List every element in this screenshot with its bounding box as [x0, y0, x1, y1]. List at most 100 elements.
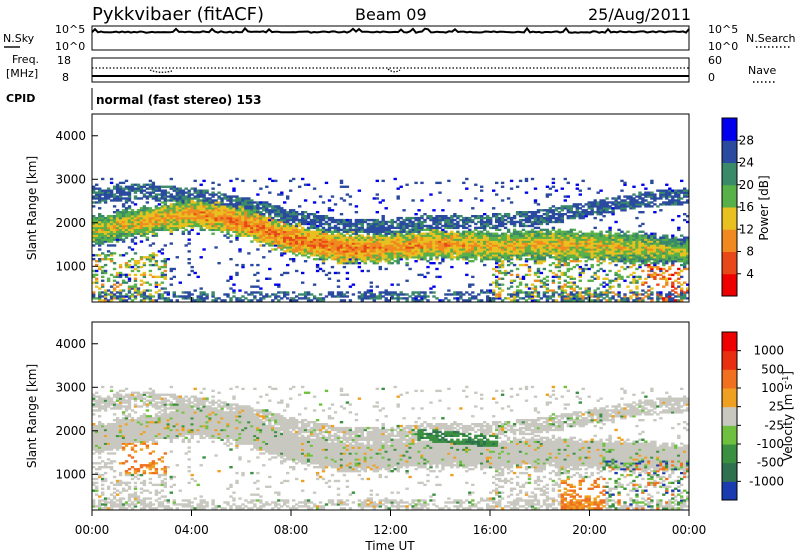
power-cell: [101, 230, 105, 233]
power-cell: [336, 250, 341, 253]
power-cell: [295, 244, 299, 247]
power-cell: [133, 191, 138, 194]
power-cell: [175, 222, 179, 226]
power-cell: [109, 195, 114, 198]
power-cell: [336, 295, 341, 298]
power-cell: [506, 293, 511, 296]
power-cell: [506, 287, 511, 290]
power-cell: [202, 222, 206, 226]
power-cell: [369, 289, 373, 292]
power-cell: [175, 215, 179, 218]
power-cell: [101, 236, 105, 239]
power-cell: [551, 271, 556, 275]
power-cell: [596, 207, 600, 210]
power-cell: [112, 226, 117, 230]
power-cell: [217, 183, 221, 186]
power-cell: [518, 289, 523, 292]
power-cell: [115, 216, 120, 220]
power-cell: [95, 240, 99, 243]
power-cell: [181, 199, 185, 202]
power-cell: [345, 222, 350, 226]
power-cell: [160, 295, 165, 298]
power-cell: [327, 230, 332, 233]
power-cell: [151, 183, 156, 186]
power-cell: [292, 230, 296, 233]
power-cell: [348, 224, 353, 228]
power-cell: [426, 250, 430, 253]
power-cell: [518, 254, 523, 257]
power-cell: [608, 230, 612, 233]
power-cell: [545, 246, 550, 249]
power-cell: [115, 226, 120, 230]
power-cell: [280, 291, 284, 294]
power-cell: [268, 224, 272, 228]
power-cell: [539, 254, 544, 257]
power-cell: [193, 222, 197, 226]
power-cell: [596, 275, 600, 279]
power-cell: [602, 277, 606, 280]
power-cell: [533, 250, 538, 253]
power-cell: [509, 220, 514, 224]
power-cell: [503, 258, 508, 261]
power-cell: [124, 211, 129, 214]
power-cell: [581, 295, 585, 298]
power-cell: [95, 187, 99, 190]
power-cell: [178, 226, 182, 230]
power-cell: [456, 246, 460, 249]
power-cell: [500, 246, 505, 249]
power-cell: [274, 238, 278, 241]
power-cell: [372, 222, 376, 226]
power-cell: [253, 215, 257, 218]
power-cell: [557, 240, 562, 243]
power-cell: [259, 213, 263, 216]
power-cell: [411, 226, 415, 230]
power-cell: [154, 193, 159, 196]
power-cell: [357, 228, 362, 232]
power-cell: [92, 232, 96, 235]
power-cell: [250, 201, 254, 204]
power-cell: [348, 244, 353, 247]
power-cell: [542, 248, 547, 251]
power-cell: [232, 291, 236, 294]
power-cell: [426, 226, 430, 230]
power-cell: [536, 295, 541, 298]
power-cell: [611, 236, 615, 239]
power-cell: [271, 218, 275, 222]
power-cell: [530, 254, 535, 257]
power-cell: [98, 189, 102, 192]
power-cell: [372, 297, 376, 300]
power-cell: [256, 234, 260, 237]
power-cell: [262, 295, 266, 298]
power-cell: [548, 216, 553, 220]
power-cell: [593, 238, 597, 241]
power-cell: [199, 297, 203, 300]
power-cell: [372, 246, 376, 249]
power-cell: [402, 220, 406, 224]
power-cell: [456, 215, 460, 218]
power-cell: [172, 189, 176, 192]
power-cell: [277, 226, 281, 230]
power-cell: [98, 197, 102, 200]
power-cell: [503, 232, 508, 235]
power-cell: [551, 238, 556, 241]
power-cell: [396, 250, 400, 253]
power-cell: [202, 220, 206, 224]
power-cell: [348, 228, 353, 232]
power-cell: [142, 299, 147, 302]
power-cell: [518, 283, 523, 286]
power-cell: [115, 275, 120, 279]
power-cell: [354, 256, 359, 259]
power-cell: [324, 234, 329, 237]
power-cell: [163, 207, 167, 210]
noise-right-label: N.Search: [746, 32, 796, 45]
power-cell: [590, 232, 594, 235]
power-cell: [157, 203, 162, 206]
power-cell: [303, 222, 308, 226]
power-cell: [605, 197, 609, 200]
power-cell: [587, 256, 591, 259]
power-cell: [169, 242, 173, 245]
power-cell: [396, 283, 400, 286]
power-cell: [103, 191, 108, 194]
power-cell: [581, 269, 585, 273]
power-cell: [103, 201, 108, 204]
